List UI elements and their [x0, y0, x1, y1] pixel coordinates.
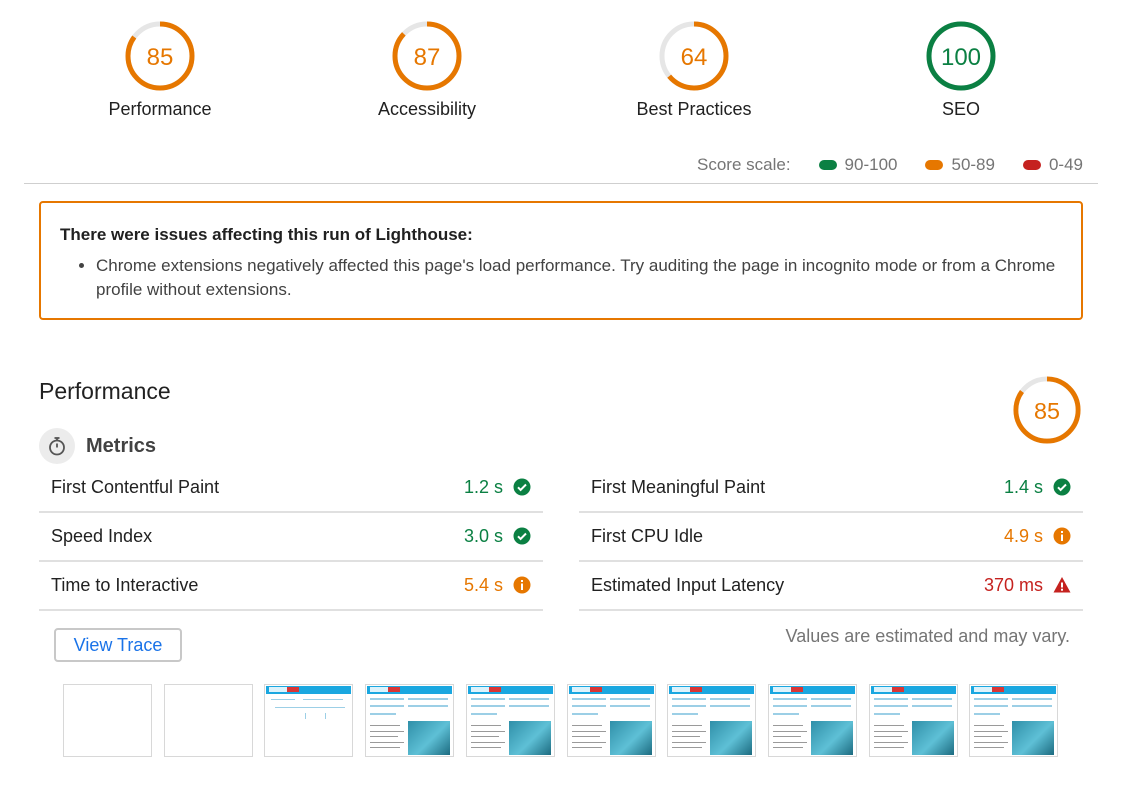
metric-name: First CPU Idle	[591, 525, 704, 546]
warning-list: Chrome extensions negatively affected th…	[60, 254, 1061, 302]
warning-title: There were issues affecting this run of …	[60, 225, 473, 244]
pass-check-icon	[513, 478, 531, 496]
metric-name: Estimated Input Latency	[591, 574, 785, 595]
filmstrip-frame	[163, 684, 253, 757]
gauge-score: 64	[681, 44, 708, 71]
filmstrip-frame	[566, 684, 656, 757]
gauge-label: Accessibility	[377, 99, 477, 119]
metrics-header: Metrics	[39, 428, 156, 464]
gauge-score: 100	[941, 44, 981, 71]
filmstrip-frame	[465, 684, 555, 757]
metric-first-cpu-idle: First CPU Idle 4.9 s	[579, 512, 1083, 562]
filmstrip-frame	[667, 684, 757, 757]
metric-value: 4.9 s	[1003, 525, 1043, 546]
metric-name: First Contentful Paint	[51, 476, 220, 497]
metrics-title: Metrics	[86, 434, 157, 457]
metric-value: 1.2 s	[463, 476, 503, 497]
metric-estimated-input-latency: Estimated Input Latency 370 ms	[579, 561, 1083, 611]
stopwatch-icon	[39, 428, 75, 464]
filmstrip-frame	[264, 684, 354, 757]
metric-first-meaningful-paint: First Meaningful Paint 1.4 s	[579, 463, 1083, 513]
warning-item: Chrome extensions negatively affected th…	[96, 254, 1061, 302]
gauge-performance[interactable]: 85 Performance	[60, 20, 260, 120]
gauge-seo[interactable]: 100 SEO	[861, 20, 1061, 120]
average-pill-icon	[925, 160, 944, 170]
gauge-ring: 64	[659, 21, 729, 91]
filmstrip-frame	[63, 684, 152, 757]
gauge-label: Performance	[108, 99, 212, 119]
fail-pill-icon	[1022, 160, 1041, 170]
filmstrip-frame	[868, 684, 958, 757]
section-title: Performance	[39, 378, 171, 404]
gauge-ring: 100	[926, 21, 996, 91]
metric-name: Time to Interactive	[51, 574, 199, 595]
metric-value: 3.0 s	[463, 525, 503, 546]
performance-score: 85	[1034, 398, 1060, 424]
average-info-icon	[513, 576, 531, 594]
average-info-icon	[1053, 527, 1071, 545]
metric-speed-index: Speed Index 3.0 s	[39, 512, 543, 562]
gauge-best-practices[interactable]: 64 Best Practices	[594, 20, 794, 120]
view-trace-button[interactable]: View Trace	[54, 628, 182, 662]
score-scale-label: Score scale:	[697, 155, 791, 174]
gauge-label: Best Practices	[636, 99, 752, 119]
pass-check-icon	[1053, 478, 1071, 496]
gauge-ring: 85	[1013, 376, 1081, 444]
pass-check-icon	[513, 527, 531, 545]
fail-warning-icon	[1053, 576, 1071, 594]
metric-value: 1.4 s	[1003, 476, 1043, 497]
metric-value: 5.4 s	[463, 574, 503, 595]
scale-range-fail: 0-49	[1048, 155, 1083, 174]
scale-range-pass: 90-100	[844, 155, 898, 174]
gauge-accessibility[interactable]: 87 Accessibility	[327, 20, 527, 120]
gauge-label: SEO	[941, 99, 980, 119]
score-scale: Score scale: 90-100 50-89 0-49	[697, 155, 1083, 175]
metric-time-to-interactive: Time to Interactive 5.4 s	[39, 561, 543, 611]
filmstrip-frame	[767, 684, 857, 757]
filmstrip-frame	[365, 684, 455, 757]
warning-box: There were issues affecting this run of …	[39, 201, 1083, 320]
gauge-score: 87	[414, 44, 441, 71]
estimated-note: Values are estimated and may vary.	[785, 626, 1070, 646]
pass-pill-icon	[818, 160, 837, 170]
metric-value: 370 ms	[983, 574, 1043, 595]
gauge-ring: 87	[392, 21, 462, 91]
score-gauges: 85 Performance 87 Accessibility 64 Best …	[0, 20, 1140, 140]
gauge-score: 85	[147, 44, 174, 71]
gauge-ring: 85	[125, 21, 195, 91]
header-divider	[24, 183, 1098, 184]
metric-first-contentful-paint: First Contentful Paint 1.2 s	[39, 463, 543, 513]
metric-name: Speed Index	[51, 525, 153, 546]
metric-name: First Meaningful Paint	[591, 476, 766, 497]
scale-range-average: 50-89	[951, 155, 995, 174]
filmstrip-frame	[969, 684, 1059, 757]
performance-gauge[interactable]: 85	[1012, 375, 1082, 450]
